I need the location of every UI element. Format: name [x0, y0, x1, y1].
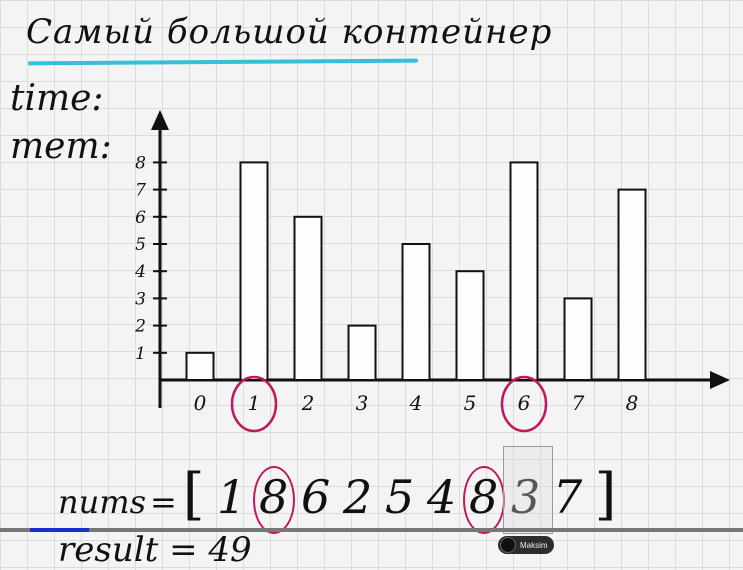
y-tick-label: 4: [134, 262, 146, 282]
close-bracket: ]: [594, 462, 617, 527]
y-axis-arrow: [151, 110, 169, 130]
y-tick-label: 8: [135, 153, 146, 173]
nums-name: nums: [58, 483, 146, 521]
open-bracket: [: [182, 462, 205, 527]
bar: [347, 324, 377, 382]
y-tick-label: 3: [135, 289, 146, 309]
presenter-name: Maksim: [520, 540, 548, 550]
nums-item: 8: [252, 466, 295, 534]
x-axis-arrow: [710, 371, 730, 389]
y-tick-label: 5: [135, 235, 146, 255]
bar: [509, 161, 539, 381]
highlight-circle: [500, 375, 548, 433]
y-tick-label: 2: [134, 317, 146, 337]
nums-item: 6: [301, 470, 331, 524]
time-label: time:: [10, 78, 104, 119]
result-text: result = 49: [58, 530, 252, 570]
nums-item: 8: [462, 466, 505, 534]
x-tick-label: 5: [464, 391, 477, 415]
x-tick-label: 3: [356, 391, 369, 415]
bar: [185, 351, 215, 381]
x-tick-label: 6: [518, 391, 531, 415]
bar: [563, 297, 593, 381]
video-progress-fill: [30, 528, 89, 532]
nums-item: 5: [385, 470, 415, 524]
presenter-chip: Maksim: [498, 536, 554, 554]
bar: [455, 270, 485, 382]
seek-preview-frame: [503, 446, 553, 534]
bar: [617, 188, 647, 381]
x-tick-label: 0: [194, 391, 207, 415]
mem-label: mem:: [10, 126, 112, 167]
y-tick-label: 1: [135, 344, 146, 364]
y-tick-label: 6: [135, 208, 146, 228]
video-progress-track[interactable]: [0, 528, 743, 532]
nums-item: 7: [553, 470, 583, 524]
page-title: Самый большой контейнер: [26, 12, 553, 52]
x-tick-label: 2: [301, 391, 315, 415]
bar: [239, 161, 269, 381]
nums-equals: =: [149, 483, 177, 521]
x-tick-label: 1: [248, 391, 261, 415]
x-tick-label: 8: [626, 391, 639, 415]
presenter-avatar: [500, 537, 516, 553]
highlight-circle: [230, 375, 278, 433]
x-tick-label: 4: [409, 391, 423, 415]
nums-item: 1: [217, 470, 247, 524]
nums-item: 4: [427, 470, 457, 524]
x-tick-label: 7: [572, 391, 585, 415]
nums-item: 2: [343, 470, 373, 524]
y-tick-label: 7: [135, 181, 146, 201]
bar: [401, 243, 431, 381]
nums-item: 3: [511, 470, 541, 524]
bar: [293, 215, 323, 381]
